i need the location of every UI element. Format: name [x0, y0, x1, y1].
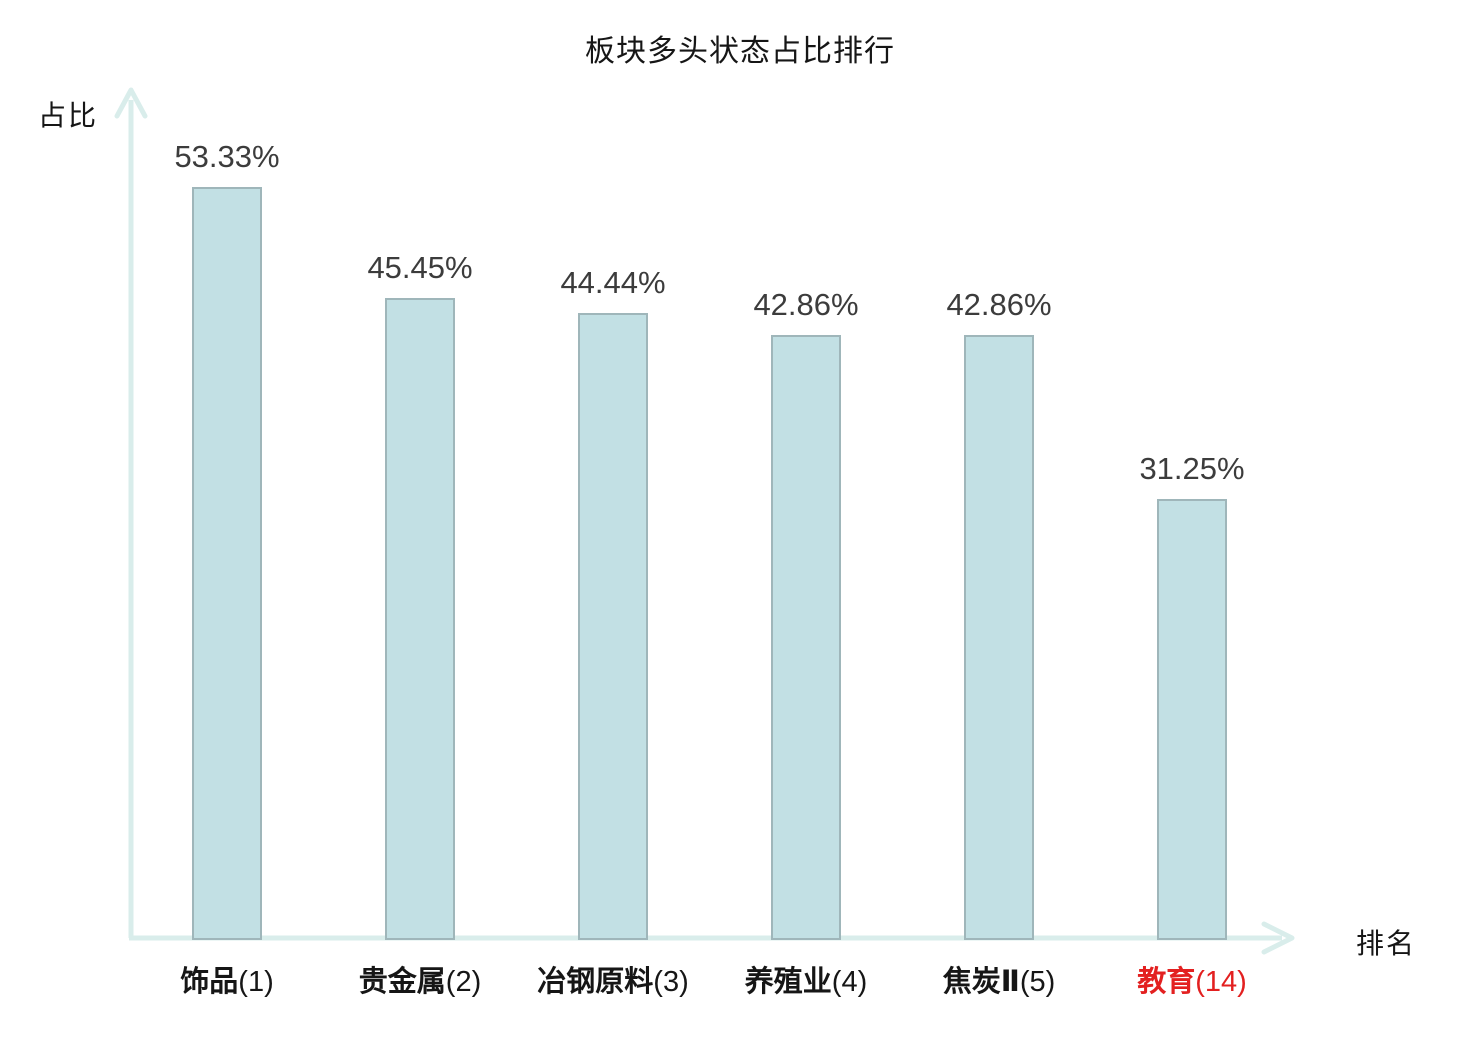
bar — [578, 313, 648, 940]
bar-column: 44.44% — [560, 265, 666, 940]
category-label: 养殖业(4) — [656, 958, 956, 1000]
bar — [385, 298, 455, 940]
bar-value-label: 53.33% — [174, 139, 280, 174]
category-name: 焦炭Ⅱ — [942, 966, 1020, 998]
category-rank: (5) — [1019, 966, 1056, 998]
bar-column: 42.86% — [753, 287, 859, 940]
category-rank: (3) — [653, 966, 689, 998]
category-label: 焦炭Ⅱ(5) — [849, 958, 1149, 1000]
bar — [771, 335, 841, 940]
category-label: 冶钢原料(3) — [463, 958, 763, 1000]
bar-value-label: 45.45% — [367, 250, 473, 285]
bar — [1157, 499, 1227, 940]
category-label: 饰品(1) — [77, 958, 377, 1000]
category-name: 饰品 — [180, 966, 239, 998]
category-label: 教育(14) — [1042, 958, 1342, 1000]
bar-column: 42.86% — [946, 287, 1052, 940]
bar — [964, 335, 1034, 940]
category-rank: (14) — [1195, 966, 1247, 998]
category-rank: (4) — [831, 966, 868, 998]
chart-title: 板块多头状态占比排行 — [585, 35, 895, 68]
category-name: 贵金属 — [358, 966, 446, 998]
category-rank: (1) — [238, 966, 274, 998]
bar — [192, 187, 262, 940]
category-name: 教育 — [1137, 966, 1196, 998]
bar-column: 53.33% — [174, 139, 280, 940]
bar-value-label: 31.25% — [1139, 451, 1245, 486]
category-label: 贵金属(2) — [270, 958, 570, 1000]
bar-value-label: 42.86% — [753, 287, 859, 322]
category-rank: (2) — [445, 966, 482, 998]
bar-value-label: 44.44% — [560, 265, 666, 300]
x-axis-label: 排名 — [1356, 928, 1417, 959]
y-axis-arrow-icon — [114, 87, 148, 119]
bar-column: 31.25% — [1139, 451, 1245, 940]
category-name: 冶钢原料 — [537, 966, 654, 998]
bar-value-label: 42.86% — [946, 287, 1052, 322]
bar-column: 45.45% — [367, 250, 473, 940]
category-name: 养殖业 — [744, 966, 832, 998]
y-axis-label: 占比 — [38, 100, 99, 131]
x-axis-arrow-icon — [1261, 921, 1295, 955]
